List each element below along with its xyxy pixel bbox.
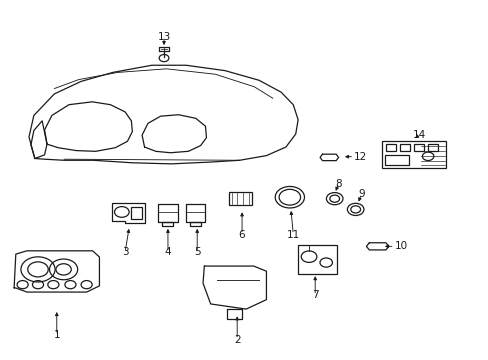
Bar [228, 192, 252, 206]
Bar [386, 144, 396, 151]
Text: 7: 7 [311, 291, 318, 301]
Text: 14: 14 [411, 130, 425, 140]
Text: 13: 13 [157, 32, 170, 41]
Text: 11: 11 [286, 230, 299, 239]
Text: 4: 4 [164, 247, 171, 257]
Text: 6: 6 [238, 230, 245, 239]
Text: 8: 8 [335, 179, 341, 189]
Bar [384, 155, 408, 166]
Bar [399, 144, 409, 151]
Text: 3: 3 [122, 247, 128, 257]
Text: 2: 2 [233, 334, 240, 345]
Bar [298, 245, 336, 274]
Text: 1: 1 [53, 330, 60, 340]
Text: 10: 10 [394, 241, 407, 251]
Bar [413, 144, 424, 151]
Text: 12: 12 [353, 152, 366, 162]
Text: 5: 5 [194, 247, 200, 257]
Bar [382, 141, 445, 168]
Text: 9: 9 [358, 189, 364, 199]
Bar [131, 207, 142, 219]
Bar [427, 144, 437, 151]
